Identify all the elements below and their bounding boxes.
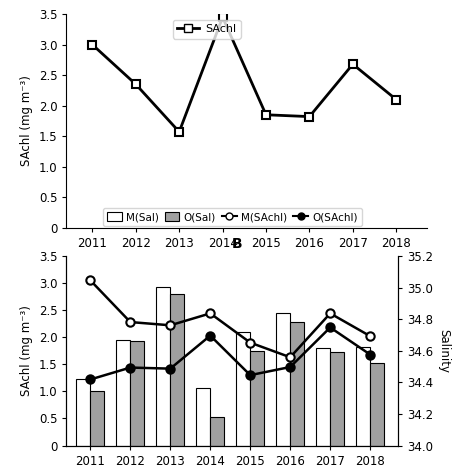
Bar (170, 294, 184, 446)
Bar (116, 340, 130, 446)
Y-axis label: SAchl (mg m⁻³): SAchl (mg m⁻³) (20, 305, 33, 396)
Y-axis label: Salinity: Salinity (437, 329, 450, 373)
Y-axis label: SAchl (mg m⁻³): SAchl (mg m⁻³) (20, 75, 33, 166)
Bar (370, 363, 384, 446)
Bar (316, 348, 330, 446)
Bar (250, 351, 264, 446)
Bar (156, 287, 170, 446)
Bar (236, 332, 250, 446)
X-axis label: Years: Years (225, 255, 268, 269)
Bar (76, 380, 91, 446)
Bar (196, 388, 210, 446)
Legend: SAchl: SAchl (173, 20, 241, 39)
Text: B: B (232, 237, 242, 251)
Bar (356, 347, 370, 446)
Bar (130, 341, 144, 446)
Bar (91, 392, 104, 446)
Bar (330, 352, 344, 446)
Legend: M(Sal), O(Sal), M(SAchl), O(SAchl): M(Sal), O(Sal), M(SAchl), O(SAchl) (103, 208, 362, 227)
Bar (276, 313, 290, 446)
Bar (290, 322, 304, 446)
Bar (210, 418, 224, 446)
